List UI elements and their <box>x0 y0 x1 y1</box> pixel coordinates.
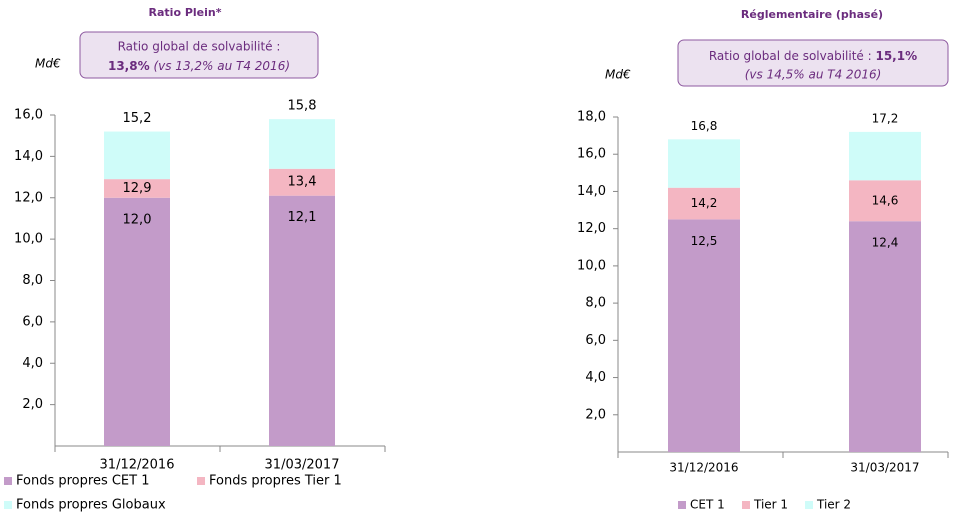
bar-segment <box>104 179 170 198</box>
x-tick-label: 31/03/2017 <box>265 458 340 473</box>
annotation-italic: (vs 13,2% au T4 2016) <box>153 59 290 73</box>
y-tick-label: 16,0 <box>14 108 43 123</box>
y-tick-label: 12,0 <box>14 190 43 205</box>
bar-segment <box>849 221 921 452</box>
value-label: 12,4 <box>872 236 899 250</box>
y-tick-label: 6,0 <box>585 333 606 348</box>
bar-segment <box>269 168 335 196</box>
y-tick-label: 8,0 <box>22 273 43 288</box>
y-tick-label: 8,0 <box>585 296 606 311</box>
annotation-text: Ratio global de solvabilité : <box>709 49 872 63</box>
annotation: (vs 14,5% au T4 2016) <box>745 68 882 82</box>
chart-title: Réglementaire (phasé) <box>741 8 883 21</box>
bar-segment <box>668 139 740 188</box>
y-tick-label: 16,0 <box>577 147 606 162</box>
bar-segment <box>668 219 740 452</box>
legend-label: Fonds propres Globaux <box>16 498 166 513</box>
bar-segment <box>269 195 335 446</box>
bar-segment <box>104 197 170 446</box>
bar-segment <box>269 119 335 169</box>
legend-swatch <box>742 501 750 509</box>
legend-swatch <box>4 501 12 509</box>
y-tick-label: 10,0 <box>14 232 43 247</box>
value-label: 17,2 <box>872 111 899 125</box>
legend-swatch <box>197 477 205 485</box>
legend-swatch <box>678 501 686 509</box>
value-label: 15,2 <box>123 111 152 126</box>
value-label: 16,8 <box>691 119 718 133</box>
y-tick-label: 2,0 <box>585 407 606 422</box>
y-tick-label: 6,0 <box>22 314 43 329</box>
annotation: 13,8% (vs 13,2% au T4 2016) <box>108 59 290 73</box>
y-tick-label: 10,0 <box>577 258 606 273</box>
x-tick-label: 31/12/2016 <box>669 461 738 475</box>
y-tick-label: 14,0 <box>577 184 606 199</box>
bar-segment <box>849 180 921 222</box>
y-tick-label: 4,0 <box>22 356 43 371</box>
value-label: 12,1 <box>288 210 317 225</box>
y-axis-label: Md€ <box>35 57 61 71</box>
legend-label: Tier 2 <box>816 498 851 512</box>
legend-label: Fonds propres Tier 1 <box>209 474 342 489</box>
annotation: Ratio global de solvabilité : <box>118 40 281 54</box>
y-tick-label: 2,0 <box>22 397 43 412</box>
bar-segment <box>104 131 170 180</box>
value-label: 14,6 <box>872 193 899 207</box>
y-tick-label: 18,0 <box>577 110 606 125</box>
annotation-box <box>79 31 319 79</box>
value-label: 12,9 <box>123 181 152 196</box>
bar-segment <box>849 131 921 181</box>
x-tick-label: 31/12/2016 <box>100 458 175 473</box>
value-label: 13,4 <box>288 175 317 190</box>
annotation-box <box>677 39 949 87</box>
annotation: Ratio global de solvabilité : 15,1% <box>709 49 917 63</box>
legend-swatch <box>805 501 813 509</box>
y-axis-label: Md€ <box>605 68 631 82</box>
x-tick-label: 31/03/2017 <box>850 461 919 475</box>
annotation-bold: 15,1% <box>875 49 917 63</box>
value-label: 15,8 <box>288 99 317 114</box>
value-label: 14,2 <box>691 196 718 210</box>
annotation-bold: 13,8% <box>108 59 150 73</box>
y-tick-label: 12,0 <box>577 221 606 236</box>
bar-segment <box>668 187 740 220</box>
chart-title: Ratio Plein* <box>149 6 222 19</box>
legend-label: Fonds propres CET 1 <box>16 474 149 489</box>
legend-swatch <box>4 477 12 485</box>
legend-label: CET 1 <box>690 498 725 512</box>
value-label: 12,5 <box>691 234 718 248</box>
legend-label: Tier 1 <box>753 498 788 512</box>
y-tick-label: 14,0 <box>14 149 43 164</box>
y-tick-label: 4,0 <box>585 370 606 385</box>
value-label: 12,0 <box>123 212 152 227</box>
